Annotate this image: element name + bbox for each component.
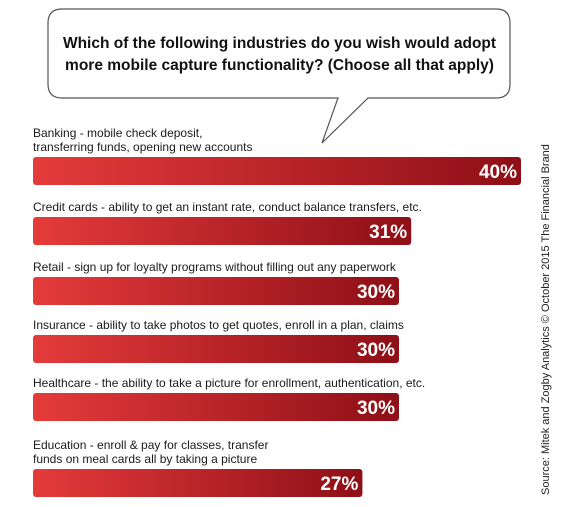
bar — [33, 277, 399, 305]
bar — [33, 217, 412, 245]
value-label: 30% — [357, 282, 395, 303]
bar — [33, 469, 363, 497]
source-note: Source: Mitek and Zogby Analytics © Octo… — [540, 144, 552, 495]
category-label: Retail - sign up for loyalty programs wi… — [33, 260, 397, 274]
question-line-2: more mobile capture functionality? (Choo… — [65, 57, 494, 74]
speech-bubble-outline — [47, 8, 511, 144]
value-label: 30% — [357, 398, 395, 419]
category-label: Banking - mobile check deposit, — [33, 126, 202, 140]
value-label: 27% — [320, 474, 358, 495]
bar — [33, 335, 399, 363]
category-label: transferring funds, opening new accounts — [33, 140, 252, 154]
bar — [33, 393, 399, 421]
category-label: Healthcare - the ability to take a pictu… — [33, 376, 425, 390]
category-label: Insurance - ability to take photos to ge… — [33, 318, 404, 332]
bars-group: Banking - mobile check deposit,transferr… — [33, 126, 521, 497]
question-text: Which of the following industries do you… — [52, 33, 507, 77]
category-label: funds on meal cards all by taking a pict… — [33, 452, 257, 466]
value-label: 31% — [369, 222, 407, 243]
bar — [33, 157, 521, 185]
category-label: Education - enroll & pay for classes, tr… — [33, 438, 268, 452]
value-label: 30% — [357, 340, 395, 361]
question-line-1: Which of the following industries do you… — [62, 35, 497, 52]
value-label: 40% — [479, 162, 517, 183]
category-label: Credit cards - ability to get an instant… — [33, 200, 422, 214]
